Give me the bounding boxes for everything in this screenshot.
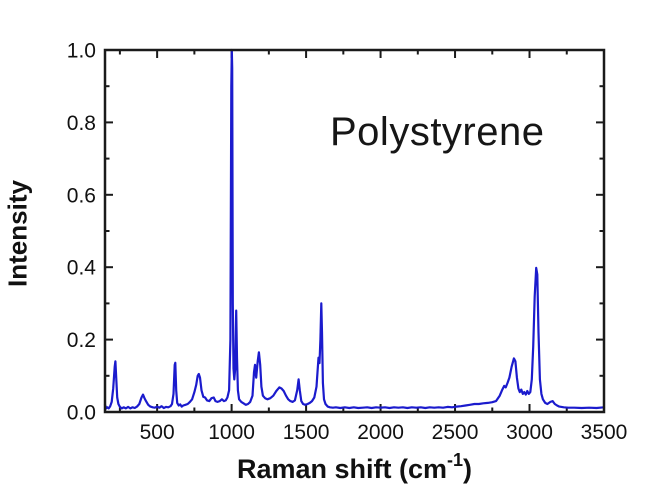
annotation-polystyrene: Polystyrene	[330, 110, 545, 154]
x-axis-title-close-paren: )	[463, 454, 473, 484]
x-axis-title-superscript: -1	[447, 450, 464, 470]
x-tick-label: 1500	[283, 421, 330, 444]
plot-frame	[103, 48, 606, 414]
x-tick-label: 500	[140, 421, 175, 444]
x-axis-title: Raman shift (cm-1)	[105, 450, 604, 485]
x-tick-label: 1000	[208, 421, 255, 444]
spectrum-line	[103, 48, 606, 410]
x-tick-label: 2000	[357, 421, 404, 444]
x-tick-label: 2500	[432, 421, 479, 444]
y-tick-label: 0.4	[67, 257, 97, 280]
y-tick-label: 0.8	[67, 112, 96, 135]
x-axis-title-text: Raman shift (cm	[236, 454, 448, 484]
y-tick-label: 0.0	[67, 402, 96, 425]
x-tick-label: 3500	[581, 421, 628, 444]
y-tick-label: 0.2	[67, 329, 96, 352]
y-tick-label: 0.6	[67, 184, 96, 207]
x-tick-label: 3000	[506, 421, 553, 444]
y-tick-label: 1.0	[67, 40, 96, 63]
y-axis-title: Intensity	[2, 180, 33, 287]
